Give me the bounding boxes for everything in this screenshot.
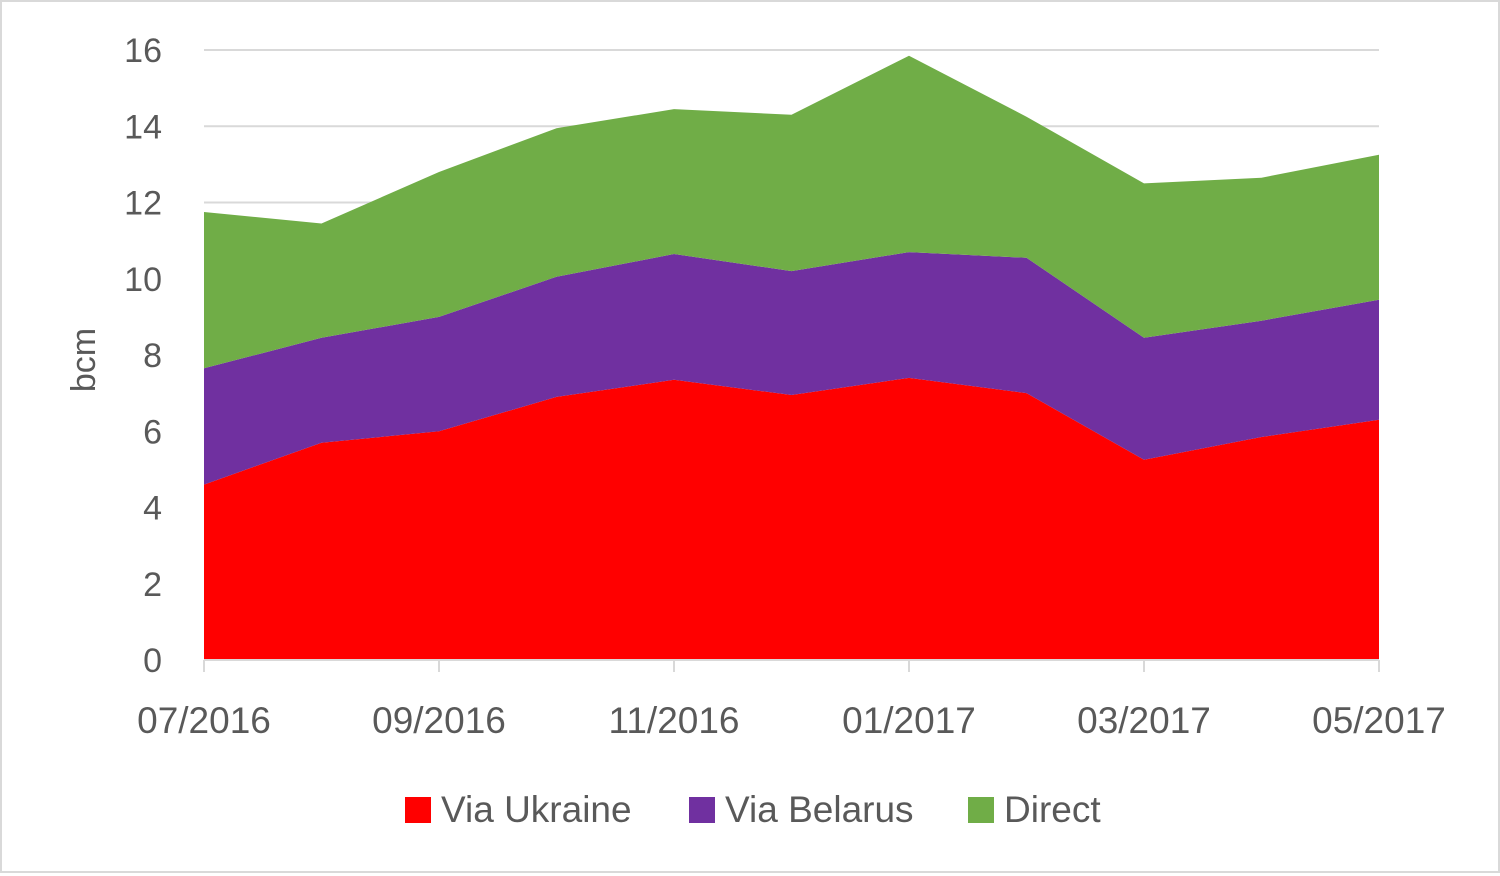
legend-label: Via Ukraine [441,789,632,830]
legend-item-via-ukraine: Via Ukraine [405,789,632,830]
x-tick-label: 03/2017 [1077,700,1211,741]
y-tick-label: 4 [143,490,162,528]
y-tick-label: 16 [124,32,162,70]
x-axis-ticks: 07/2016 09/2016 11/2016 01/2017 03/2017 05/20… [137,700,1446,741]
legend-label: Via Belarus [725,789,914,830]
x-tick-label: 01/2017 [842,700,976,741]
x-tick-label: 11/2016 [609,700,740,741]
x-tick-label: 05/2017 [1312,700,1446,741]
legend-item-direct: Direct [968,789,1101,830]
legend-swatch [405,797,431,823]
y-tick-label: 2 [143,566,162,604]
area-direct [204,55,1379,369]
x-tick-label: 09/2016 [372,700,506,741]
y-tick-label: 6 [143,413,162,451]
y-tick-label: 8 [143,337,162,375]
area-series-layer [204,55,1379,660]
y-axis-title: bcm [65,328,103,392]
area-via-belarus [204,252,1379,485]
y-tick-label: 12 [124,185,162,223]
legend-swatch [689,797,715,823]
y-tick-label: 10 [124,261,162,299]
area-via-ukraine [204,377,1379,660]
legend-label: Direct [1004,789,1101,830]
y-tick-label: 14 [124,108,162,146]
legend: Via Ukraine Via Belarus Direct [405,789,1101,830]
legend-item-via-belarus: Via Belarus [689,789,914,830]
y-tick-label: 0 [143,642,162,680]
y-axis-ticks: 0 2 4 6 8 10 12 14 16 [124,32,162,680]
legend-swatch [968,797,994,823]
x-axis [203,659,1380,672]
x-tick-label: 07/2016 [137,700,271,741]
